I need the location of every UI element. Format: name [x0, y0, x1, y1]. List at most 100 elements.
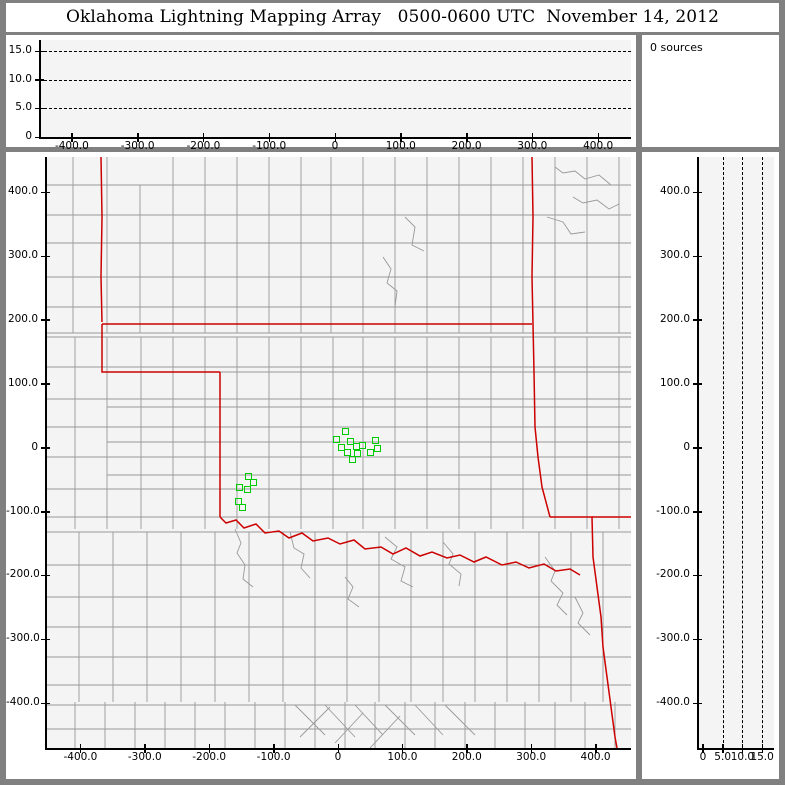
source-count-label: 0 sources	[650, 41, 703, 54]
source-marker	[235, 483, 243, 491]
x-tick-mark	[595, 744, 597, 753]
y-tick-mark	[693, 638, 702, 641]
y-tick-mark	[693, 319, 702, 321]
y-tick-label: 300.0	[7, 249, 38, 262]
x-tick-label: 0	[331, 140, 339, 152]
x-tick-mark	[137, 133, 139, 142]
y-tick-label: -300.0	[656, 632, 690, 645]
y-tick-mark	[41, 574, 50, 577]
x-tick-label: 300.0	[516, 751, 547, 763]
x-tick-label: -200.0	[192, 751, 227, 763]
x-tick-label: 0	[334, 751, 342, 763]
y-tick-label: -100.0	[656, 504, 690, 517]
x-tick-label: -300.0	[120, 140, 155, 152]
gridline-y-0	[39, 108, 631, 110]
source-count-panel: 0 sources	[642, 35, 779, 147]
plan-view-map-panel: -400.0 -300.0 -200.0 -100.0 0 100.0 200.0 300.0…	[6, 152, 636, 779]
x-tick-mark	[273, 744, 275, 753]
source-marker	[244, 486, 252, 494]
y-tick-label: -300.0	[6, 632, 40, 645]
y-tick-mark	[41, 383, 50, 385]
x-tick-mark	[334, 133, 336, 142]
title-bar: Oklahoma Lightning Mapping Array 0500-06…	[6, 3, 779, 32]
source-marker	[366, 448, 374, 456]
y-tick-label: -200.0	[656, 568, 690, 581]
y-tick-label: 0	[25, 130, 32, 142]
gridline-y-1	[39, 79, 631, 81]
gridline-y-2	[39, 51, 631, 53]
source-marker	[244, 472, 252, 480]
y-tick-mark	[35, 107, 44, 110]
x-tick-mark	[208, 744, 211, 753]
source-marker	[333, 435, 341, 443]
y-tick-label: 400.0	[7, 185, 38, 198]
x-tick-label: 10.0	[730, 751, 755, 763]
x-tick-label: -400.0	[63, 751, 98, 763]
y-tick-label: 15.0	[8, 44, 32, 57]
map-y-axis	[45, 157, 47, 749]
x-tick-mark	[741, 744, 744, 753]
y-tick-label: -400.0	[656, 696, 690, 709]
x-tick-mark	[71, 133, 73, 142]
x-tick-mark	[466, 744, 468, 753]
y-tick-label: 100.0	[659, 376, 690, 389]
y-tick-mark	[41, 255, 50, 258]
y-tick-label: -100.0	[6, 504, 40, 517]
y-tick-mark	[41, 702, 50, 705]
map-plot-area[interactable]	[45, 157, 631, 748]
height-profile-panel: -400.0 -300.0 -200.0 -100.0 0 100.0 200.0 300.0…	[642, 152, 779, 779]
y-tick-label: 10.0	[8, 72, 32, 85]
y-tick-mark	[693, 574, 702, 577]
y-tick-label: 5.0	[15, 101, 32, 114]
source-marker	[372, 436, 380, 444]
x-tick-label: 15.0	[750, 751, 774, 763]
time-height-panel: 0 5.0 10.0 15.0 -400.0 -300.0 -200.0 -100.0 0 10…	[6, 35, 636, 152]
source-marker	[338, 444, 346, 452]
x-tick-mark	[530, 744, 533, 753]
x-tick-label: 0	[699, 751, 707, 763]
county-map-svg	[45, 157, 631, 748]
source-marker	[348, 456, 356, 464]
y-tick-label: 100.0	[7, 376, 38, 389]
x-tick-label: 100.0	[385, 140, 416, 152]
y-tick-mark	[693, 191, 702, 194]
x-tick-mark	[597, 133, 600, 142]
x-tick-mark	[202, 133, 205, 142]
x-tick-label: 300.0	[517, 140, 548, 152]
x-tick-label: -300.0	[127, 751, 162, 763]
y-tick-mark	[41, 319, 50, 321]
x-tick-label: -100.0	[256, 751, 291, 763]
x-tick-mark	[268, 133, 271, 142]
y-tick-mark	[693, 383, 702, 385]
x-tick-label: 400.0	[580, 751, 611, 763]
height-profile-x-axis	[697, 748, 774, 750]
x-tick-label: 400.0	[583, 140, 614, 152]
height-profile-y-axis	[697, 157, 699, 749]
y-tick-mark	[693, 447, 702, 449]
x-tick-mark	[702, 744, 704, 753]
y-tick-mark	[35, 50, 44, 53]
y-tick-mark	[41, 511, 50, 513]
source-marker	[358, 441, 366, 449]
x-tick-label: 200.0	[451, 140, 482, 152]
time-height-plot-area	[39, 40, 631, 137]
y-tick-label: 400.0	[659, 185, 690, 198]
y-tick-mark	[35, 136, 44, 138]
page-title: Oklahoma Lightning Mapping Array 0500-06…	[65, 7, 720, 27]
y-tick-mark	[693, 255, 702, 258]
y-tick-label: 300.0	[659, 249, 690, 262]
source-marker	[346, 437, 354, 445]
y-tick-label: 0	[31, 440, 38, 453]
x-tick-mark	[401, 744, 404, 753]
source-marker	[239, 504, 247, 512]
x-tick-label: 100.0	[387, 751, 418, 763]
x-tick-label: -200.0	[186, 140, 221, 152]
y-tick-label: -400.0	[6, 696, 40, 709]
time-height-y-axis	[39, 40, 41, 138]
height-profile-plot-area	[697, 157, 774, 748]
source-marker	[343, 449, 351, 457]
x-tick-label: 200.0	[451, 751, 482, 763]
x-tick-mark	[144, 744, 146, 753]
gridline-x-0	[722, 157, 724, 748]
source-marker	[234, 497, 242, 505]
